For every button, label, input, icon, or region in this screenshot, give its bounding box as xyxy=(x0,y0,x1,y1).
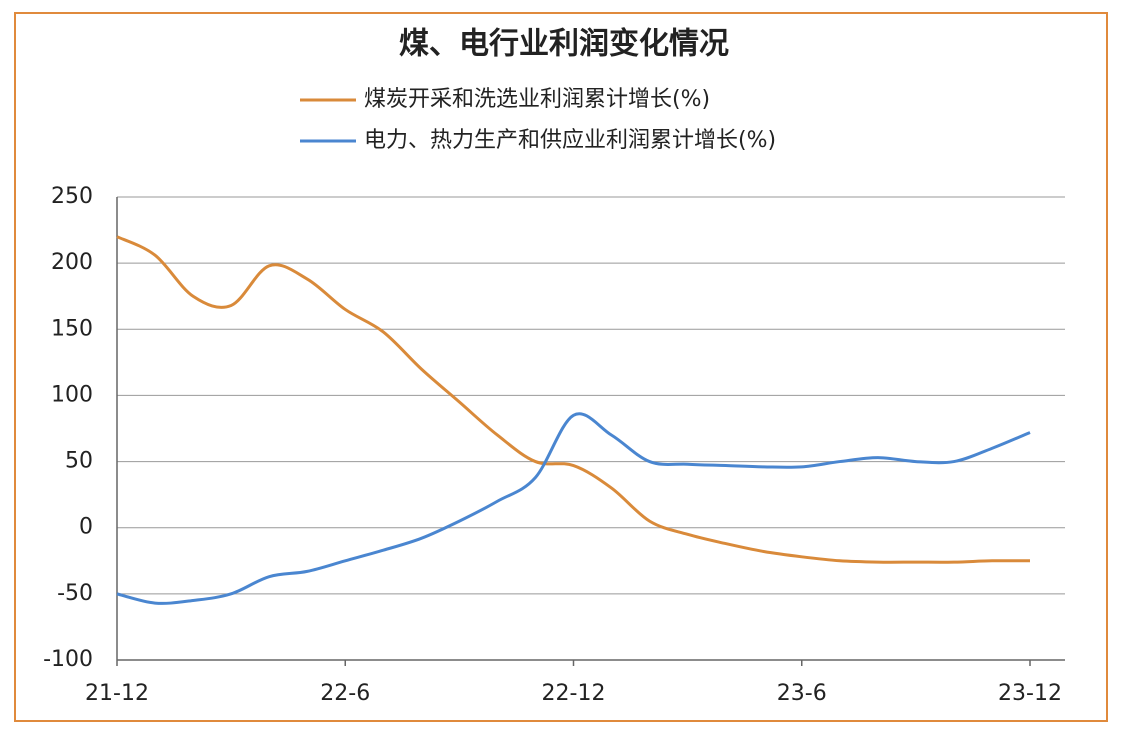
x-tick-label: 22-6 xyxy=(320,681,370,706)
y-tick-label: -100 xyxy=(43,647,93,672)
y-tick-label: 200 xyxy=(51,250,93,275)
legend-label: 煤炭开采和洗选业利润累计增长(%) xyxy=(364,87,710,112)
y-tick-label: 100 xyxy=(51,382,93,407)
x-tick-label: 23-6 xyxy=(777,681,827,706)
legend-label: 电力、热力生产和供应业利润累计增长(%) xyxy=(364,128,776,153)
y-tick-label: 0 xyxy=(79,515,93,540)
x-tick-label: 22-12 xyxy=(542,681,606,706)
chart-title: 煤、电行业利润变化情况 xyxy=(399,27,729,62)
y-tick-label: -50 xyxy=(57,581,93,606)
frame xyxy=(14,12,1108,722)
y-tick-label: 50 xyxy=(65,449,93,474)
series-line xyxy=(116,235,1031,564)
x-tick-label: 23-12 xyxy=(998,681,1062,706)
y-tick-label: 150 xyxy=(51,316,93,341)
series-line xyxy=(116,412,1031,605)
x-tick-label: 21-12 xyxy=(85,681,149,706)
y-tick-label: 250 xyxy=(51,184,93,209)
